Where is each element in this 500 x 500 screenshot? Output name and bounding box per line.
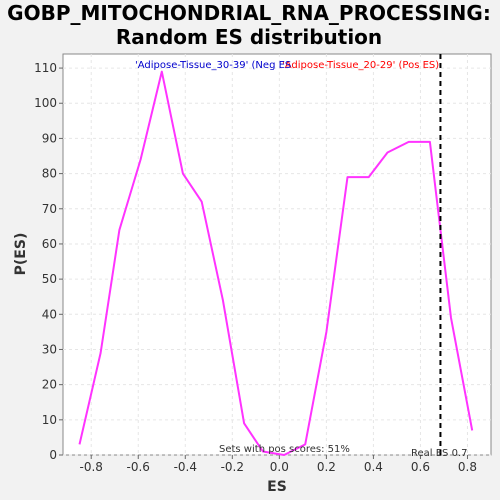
neg-es-label: 'Adipose-Tissue_30-39' (Neg ES) (135, 60, 295, 71)
x-tick-label: 0.2 (317, 460, 336, 474)
x-tick-label: -0.8 (80, 460, 103, 474)
pos-es-label: 'Adipose-Tissue_20-29' (Pos ES) (282, 60, 439, 71)
y-tick-label: 20 (42, 378, 57, 392)
x-tick-label: -0.2 (221, 460, 244, 474)
x-tick-label: -0.4 (174, 460, 197, 474)
x-tick-label: 0.0 (270, 460, 289, 474)
y-tick-label: 40 (42, 307, 57, 321)
series-line (78, 70, 474, 456)
y-tick-label: 0 (49, 448, 57, 462)
y-tick-label: 30 (42, 342, 57, 356)
y-tick-label: 10 (42, 413, 57, 427)
y-tick-label: 70 (42, 202, 57, 216)
y-ticks: 0 10 20 30 40 50 60 70 80 90 100 110 (34, 61, 63, 462)
series-layer (78, 70, 474, 456)
y-tick-label: 50 (42, 272, 57, 286)
real-es-label: Real ES 0.7 (411, 448, 467, 459)
y-tick-label: 90 (42, 131, 57, 145)
y-axis-title: P(ES) (13, 233, 29, 276)
x-tick-label: 0.6 (411, 460, 430, 474)
x-axis-title: ES (267, 479, 287, 495)
plot-area (62, 53, 492, 456)
y-tick-label: 60 (42, 237, 57, 251)
pos-scores-note: Sets with pos scores: 51% (219, 444, 350, 455)
y-tick-label: 110 (34, 61, 57, 75)
chart-title-line2: Random ES distribution (116, 25, 382, 49)
x-tick-label: -0.6 (127, 460, 150, 474)
x-tick-label: 0.8 (458, 460, 477, 474)
grid (63, 54, 491, 456)
x-tick-label: 0.4 (364, 460, 383, 474)
y-tick-label: 80 (42, 167, 57, 181)
chart-title-line1: GOBP_MITOCHONDRIAL_RNA_PROCESSING: (7, 1, 491, 25)
x-ticks: -0.8 -0.6 -0.4 -0.2 0.0 0.2 0.4 0.6 0.8 (80, 455, 477, 474)
y-tick-label: 100 (34, 96, 57, 110)
